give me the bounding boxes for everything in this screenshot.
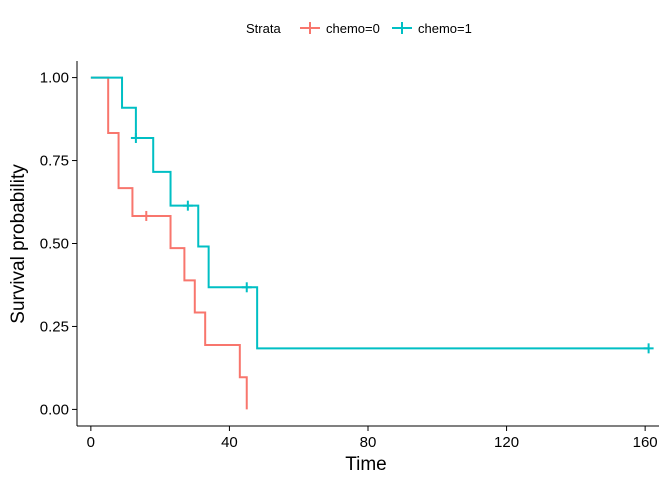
legend: Strata chemo=0 chemo=1 [246,21,472,36]
survival-curve-chemo-1 [90,76,649,350]
y-tick-label: 0.50 [40,236,69,253]
x-tick-label: 0 [87,434,95,451]
censor-mark [130,132,141,143]
x-tick-label: 80 [360,434,377,451]
y-tick-label: 0.00 [40,401,69,418]
censor-mark [141,210,152,221]
legend-item-chemo-0: chemo=0 [300,21,380,36]
censor-mark [182,200,193,211]
x-axis-ticks: 0 40 80 120 160 [87,426,658,451]
censor-mark [241,282,252,293]
axes: 0 40 80 120 160 0.00 0.25 0.50 0.75 1.00 Time Su… [8,61,659,475]
x-axis-title: Time [345,454,387,475]
censor-mark [643,343,654,354]
y-tick-label: 0.25 [40,318,69,335]
x-tick-label: 40 [221,434,238,451]
x-tick-label: 160 [633,434,658,451]
y-tick-label: 1.00 [40,70,69,87]
legend-item-chemo-1: chemo=1 [392,21,472,36]
legend-title: Strata [246,21,281,36]
legend-label: chemo=0 [326,21,380,36]
legend-label: chemo=1 [418,21,472,36]
y-axis-ticks: 0.00 0.25 0.50 0.75 1.00 [40,70,77,418]
survival-curve-chemo-0 [90,76,248,410]
y-axis-title: Survival probability [8,164,29,324]
y-tick-label: 0.75 [40,153,69,170]
plot-area [90,76,654,410]
x-tick-label: 120 [494,434,519,451]
